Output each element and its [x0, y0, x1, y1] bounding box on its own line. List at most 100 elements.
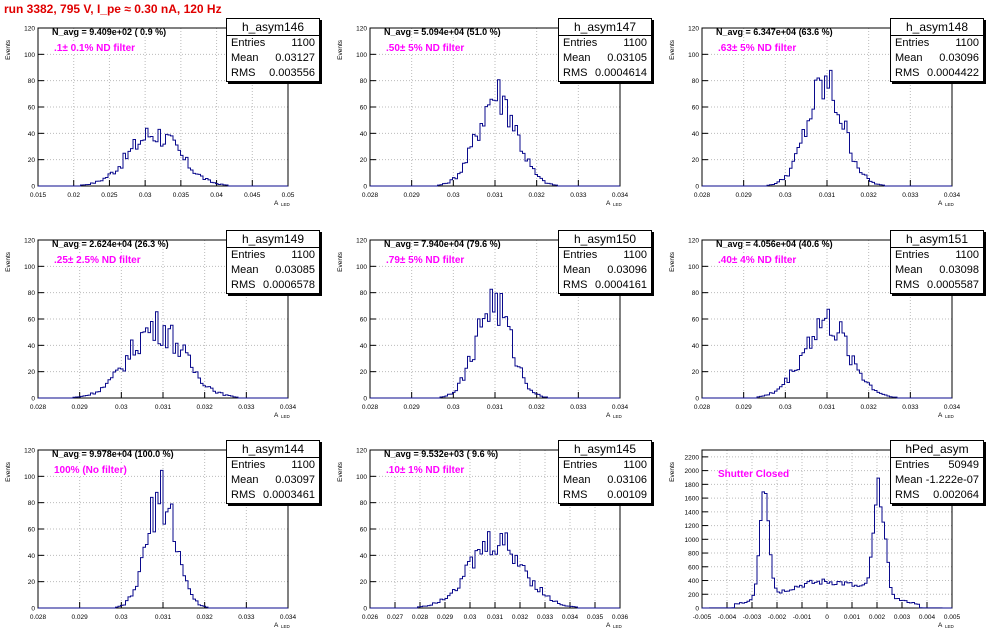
y-tick-label: 2000: [685, 468, 700, 475]
stat-label: Mean: [231, 52, 259, 64]
x-tick-label: 0.036: [612, 614, 629, 621]
x-tick-label: -0.005: [693, 614, 712, 621]
y-tick-label: 60: [692, 105, 700, 112]
histogram-name: h_asym145: [559, 441, 651, 458]
stat-value: 0.00109: [607, 489, 647, 501]
x-tick-label: 0.028: [694, 404, 711, 411]
x-tick-label: 0.029: [72, 614, 89, 621]
x-tick-label: 0.033: [570, 404, 587, 411]
x-tick-label: 0.032: [861, 404, 878, 411]
y-tick-label: 100: [356, 474, 367, 481]
x-tick-label: 0.035: [587, 614, 604, 621]
y-tick-label: 20: [692, 157, 700, 164]
x-tick-label: 0.028: [30, 404, 47, 411]
stat-value: 0.0004422: [927, 67, 979, 79]
filter-label: 100% (No filter): [54, 465, 127, 476]
stat-value: 0.0004161: [595, 279, 647, 291]
histogram-panel-h_asym148: 0.028 0.029 0.03 0.031 0.032 0.033 0.034 0 20 40 6…: [664, 10, 986, 216]
stats-box: h_asym149 Entries 1100 Mean 0.03085 RMS 0.0006…: [226, 230, 320, 294]
x-axis-label: A: [274, 622, 279, 629]
histogram-svg: 0.015 0.02 0.025 0.03 0.035 0.04 0.045 0.05 0 20 4…: [5, 26, 295, 208]
y-tick-label: 1800: [685, 482, 700, 489]
histogram-panel-h_asym144: 0.028 0.029 0.03 0.031 0.032 0.033 0.034 0 20 40 6…: [0, 432, 322, 638]
stat-label: Entries: [231, 37, 266, 49]
x-axis-label-sub: LED: [281, 202, 291, 207]
histogram-name: hPed_asym: [891, 441, 983, 458]
stat-label: Entries: [895, 459, 930, 471]
y-tick-label: 800: [688, 551, 699, 558]
stat-value: 1100: [291, 37, 315, 49]
x-tick-label: 0.032: [529, 192, 546, 199]
y-tick-label: 0: [695, 606, 699, 613]
histogram-panel-h_asym145: 0.026 0.027 0.028 0.029 0.03 0.031 0.032 0.033 0…: [332, 432, 654, 638]
x-tick-label: 0.025: [101, 192, 118, 199]
stats-box: h_asym148 Entries 1100 Mean 0.03096 RMS 0.0004…: [890, 18, 984, 82]
x-axis-label-sub: LED: [945, 624, 955, 629]
stat-rms: RMS 0.0004614: [559, 66, 651, 81]
y-tick-label: 100: [24, 52, 35, 59]
stat-value: 0.0004614: [595, 67, 647, 79]
x-tick-label: 0.034: [944, 192, 961, 199]
histogram-panel-h_asym149: 0.028 0.029 0.03 0.031 0.032 0.033 0.034 0 20 40 6…: [0, 222, 322, 428]
stat-value: 1100: [291, 459, 315, 471]
stat-entries: Entries 1100: [559, 458, 651, 473]
x-axis-label-sub: LED: [281, 624, 291, 629]
x-tick-label: 0.029: [736, 192, 753, 199]
x-tick-label: 0.033: [902, 192, 919, 199]
y-tick-label: 80: [360, 290, 368, 297]
y-tick-label: 80: [692, 290, 700, 297]
x-tick-label: 0.028: [694, 192, 711, 199]
y-tick-label: 120: [688, 26, 699, 33]
plot-frame: [37, 27, 289, 187]
n-avg-label: N_avg = 7.940e+04 (79.6 %): [384, 239, 501, 249]
x-tick-label: 0.04: [210, 192, 223, 199]
histogram-name: h_asym144: [227, 441, 319, 458]
x-axis-label: A: [938, 622, 943, 629]
histogram-line: [370, 79, 620, 187]
x-tick-label: -0.003: [743, 614, 762, 621]
stat-rms: RMS 0.002064: [891, 488, 983, 503]
y-tick-label: 40: [360, 131, 368, 138]
stat-label: Mean: [231, 264, 259, 276]
histogram-line: [370, 288, 620, 399]
histogram-name: h_asym150: [559, 231, 651, 248]
y-tick-label: 1200: [685, 523, 700, 530]
stats-box: h_asym147 Entries 1100 Mean 0.03105 RMS 0.0004…: [558, 18, 652, 82]
histogram-svg: 0.028 0.029 0.03 0.031 0.032 0.033 0.034 0 20 40 6…: [337, 26, 629, 208]
run-title: run 3382, 795 V, I_pe ≈ 0.30 nA, 120 Hz: [4, 2, 222, 16]
y-tick-label: 60: [360, 527, 368, 534]
n-avg-label: N_avg = 6.347e+04 (63.6 %): [716, 27, 833, 37]
histogram-line: [38, 469, 288, 609]
x-tick-label: -0.002: [768, 614, 787, 621]
stat-mean: Mean 0.03096: [891, 51, 983, 66]
stat-label: RMS: [563, 489, 588, 501]
stat-label: Entries: [231, 249, 266, 261]
stat-label: Mean: [895, 264, 923, 276]
x-tick-label: 0.034: [280, 614, 297, 621]
x-tick-label: 0.001: [844, 614, 861, 621]
x-tick-label: 0.03: [779, 404, 792, 411]
stat-label: RMS: [563, 279, 588, 291]
x-tick-label: 0.032: [197, 614, 214, 621]
x-tick-label: 0.033: [238, 404, 255, 411]
stat-entries: Entries 1100: [891, 248, 983, 263]
stat-label: RMS: [231, 67, 256, 79]
stat-label: RMS: [563, 67, 588, 79]
histogram-line: [38, 311, 288, 399]
x-axis-label-sub: LED: [945, 414, 955, 419]
x-axis-label: A: [938, 200, 943, 207]
stat-value: 0.0003461: [263, 489, 315, 501]
n-avg-label: N_avg = 9.978e+04 (100.0 %): [52, 449, 174, 459]
stats-box: h_asym145 Entries 1100 Mean 0.03106 RMS 0.0010…: [558, 440, 652, 504]
y-tick-label: 20: [360, 579, 368, 586]
y-tick-label: 0: [31, 184, 35, 191]
stat-entries: Entries 1100: [559, 36, 651, 51]
x-tick-label: 0.034: [280, 404, 297, 411]
y-axis-label: Events: [5, 39, 12, 60]
x-tick-label: 0.029: [736, 404, 753, 411]
filter-label: .40± 4% ND filter: [718, 255, 797, 266]
stat-label: Entries: [563, 249, 598, 261]
y-tick-label: 0: [31, 396, 35, 403]
stat-value: 0.03085: [275, 264, 315, 276]
stats-box: h_asym144 Entries 1100 Mean 0.03097 RMS 0.0003…: [226, 440, 320, 504]
